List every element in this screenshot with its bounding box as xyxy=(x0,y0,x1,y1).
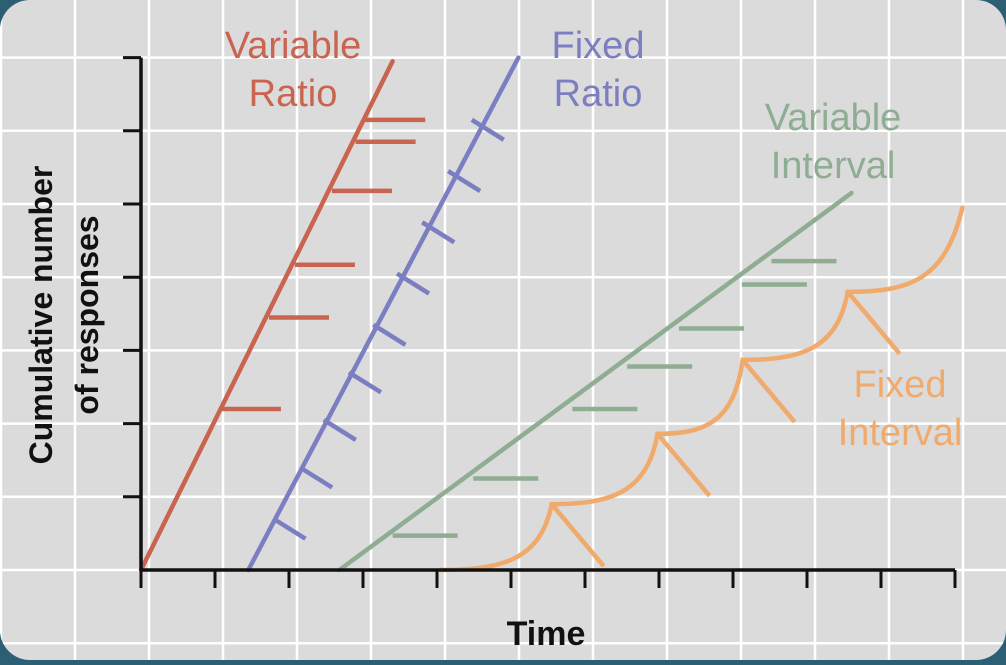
reinforcement-mark xyxy=(845,290,902,356)
series-label-variable-ratio-line-1: Variable xyxy=(225,25,362,67)
reinforcement-mark xyxy=(272,516,307,541)
reinforcement-mark xyxy=(347,370,383,395)
axes xyxy=(123,56,957,588)
series-label-fixed-ratio-line-2: Ratio xyxy=(554,73,643,115)
reinforcement-mark xyxy=(322,418,357,442)
reinforcement-mark xyxy=(372,322,407,347)
line-variable-interval xyxy=(337,190,854,573)
x-axis-label: Time xyxy=(507,615,586,653)
reinforcement-mark xyxy=(395,271,431,296)
series-group xyxy=(138,55,965,573)
reinforcement-mark xyxy=(446,169,482,193)
series-label-fixed-interval-line-1: Fixed xyxy=(854,364,947,406)
reinforcement-mark xyxy=(655,432,712,498)
reinforcement-mark xyxy=(740,358,797,424)
y-axis-label-line-1: Cumulative number xyxy=(23,166,59,465)
series-variable-ratio xyxy=(138,59,426,573)
series-label-variable-interval-line-1: Variable xyxy=(765,97,902,139)
reinforcement-mark xyxy=(421,220,456,245)
reinforcement-mark xyxy=(298,465,334,490)
reinforcement-mark xyxy=(470,117,505,142)
series-variable-interval xyxy=(337,190,854,573)
line-fixed-interval xyxy=(438,205,965,573)
line-variable-ratio xyxy=(138,59,395,573)
series-fixed-ratio xyxy=(246,55,521,573)
labels: Variable Ratio Fixed Ratio Variable Interval F… xyxy=(225,25,963,454)
line-fixed-ratio xyxy=(246,55,521,573)
series-label-variable-interval-line-2: Interval xyxy=(771,145,896,187)
y-axis-label-line-2: of responses xyxy=(69,215,105,414)
series-label-fixed-interval-line-2: Interval xyxy=(838,412,963,454)
series-label-fixed-ratio-line-1: Fixed xyxy=(552,25,645,67)
series-fixed-interval xyxy=(438,205,965,573)
series-label-variable-ratio-line-2: Ratio xyxy=(249,73,338,115)
reinforcement-mark xyxy=(549,502,606,568)
